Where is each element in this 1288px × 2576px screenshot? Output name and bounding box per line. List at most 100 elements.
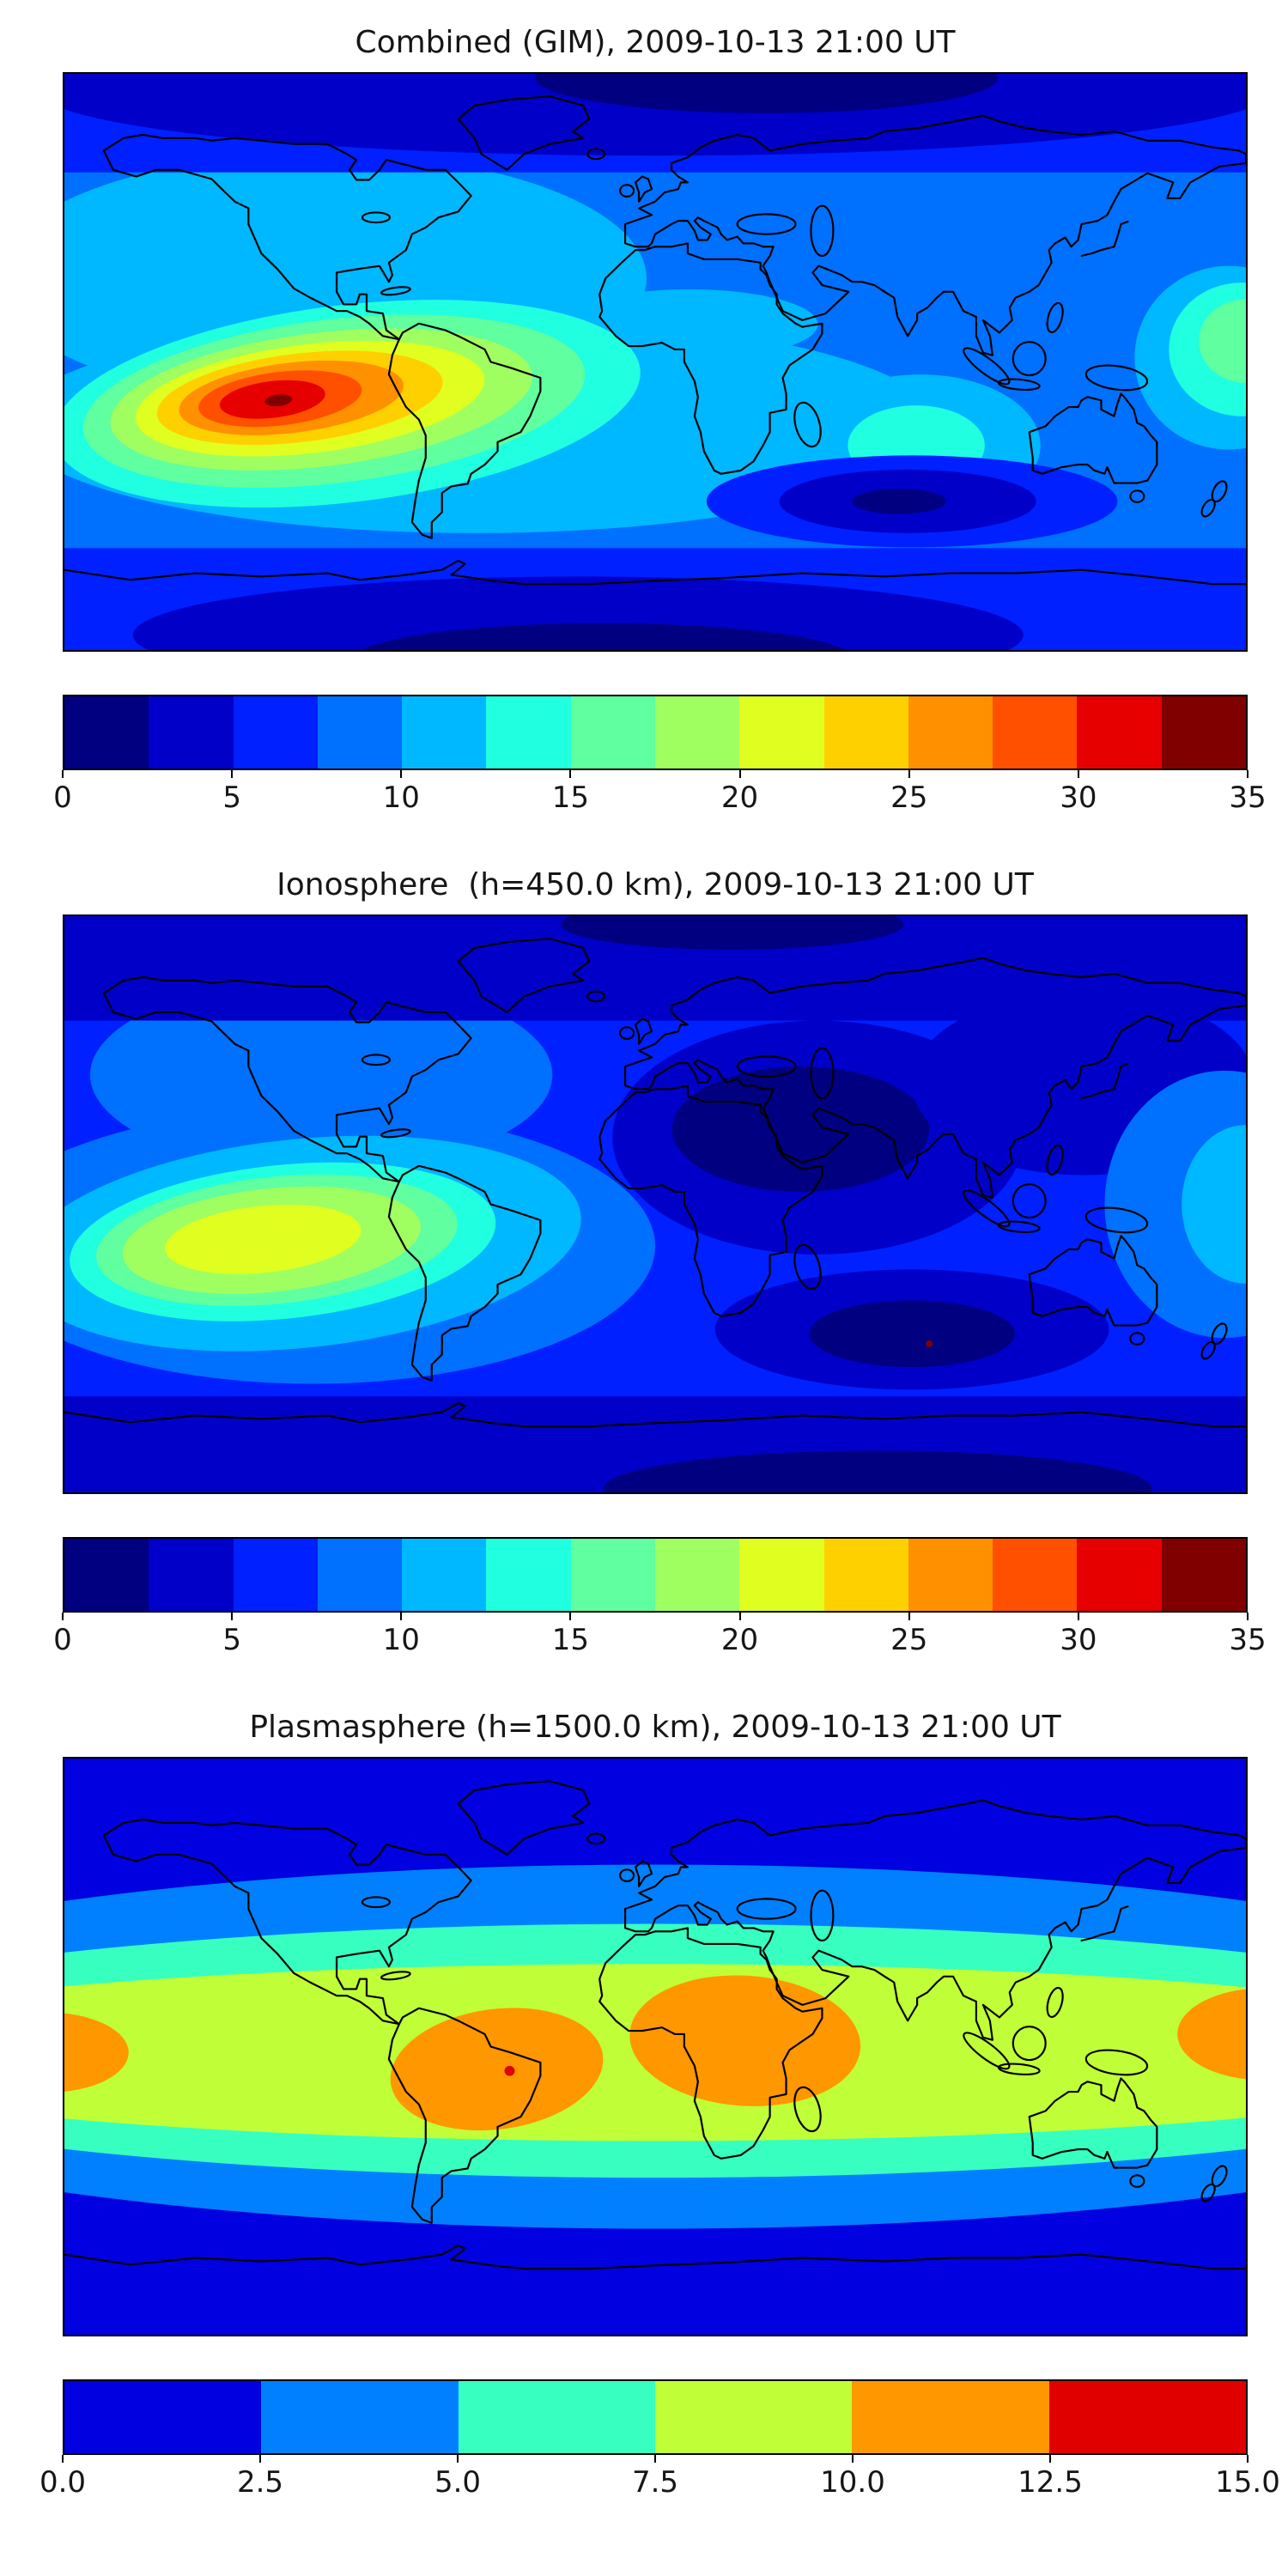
- panel-plasmasphere: Plasmasphere (h=1500.0 km), 2009-10-13 2…: [39, 1709, 1280, 2505]
- colorbar-tick-label: 2.5: [236, 2465, 284, 2500]
- colorbar-tick-label: 10: [382, 1623, 420, 1657]
- colorbar-tickmark: [1077, 1613, 1079, 1620]
- colorbar-segment: [64, 2381, 262, 2453]
- colorbar-segment: [1077, 1539, 1162, 1611]
- colorbar-tickmark: [908, 1613, 910, 1620]
- colorbar-tickmark: [231, 1613, 234, 1620]
- colorbar-tick-label: 25: [890, 1623, 928, 1657]
- colorbar-tickmark: [1247, 1613, 1249, 1620]
- map-svg-ionosphere: [64, 916, 1246, 1492]
- colorbar-segment: [1048, 2381, 1246, 2453]
- colorbar-ionosphere: [63, 1537, 1248, 1613]
- colorbar-segment: [654, 1539, 740, 1611]
- colorbar-segment: [149, 1539, 234, 1611]
- colorbar-tickmark: [1247, 2455, 1249, 2463]
- colorbar-tick-label: 10.0: [820, 2465, 885, 2500]
- colorbar-segment: [852, 2381, 1049, 2453]
- colorbar-tickmark: [1049, 2455, 1051, 2463]
- panel-title-combined: Combined (GIM), 2009-10-13 21:00 UT: [355, 25, 956, 60]
- colorbar-segment: [1161, 696, 1246, 769]
- colorbar-segment: [908, 1539, 993, 1611]
- colorbar-tickmark: [738, 770, 741, 778]
- colorbar-segment: [402, 1539, 487, 1611]
- map-svg-combined: [64, 74, 1246, 650]
- colorbar-segment: [64, 696, 149, 769]
- colorbar-tick-label: 0: [53, 781, 72, 815]
- colorbar-segment: [739, 1539, 824, 1611]
- colorbar-tickmark: [62, 770, 64, 778]
- colorbar-ticks-plasmasphere: 0.0 2.5 5.0 7.5 10.0 12.5 15.0: [39, 2455, 1280, 2505]
- colorbar-segment: [993, 696, 1078, 769]
- colorbar-tick-label: 15: [551, 781, 590, 815]
- colorbar-tickmark: [1077, 770, 1079, 778]
- colorbar-tickmark: [400, 770, 403, 778]
- colorbar-tick-label: 12.5: [1018, 2465, 1083, 2500]
- colorbar-segment: [458, 2381, 655, 2453]
- colorbar-segment: [64, 1539, 149, 1611]
- colorbar-segment: [654, 2381, 853, 2453]
- colorbar-tick-label: 7.5: [631, 2465, 679, 2500]
- panel-combined: Combined (GIM), 2009-10-13 21:00 UT: [53, 24, 1267, 820]
- colorbar-tickmark: [231, 770, 234, 778]
- colorbar-tick-label: 35: [1229, 781, 1267, 815]
- colorbar-tickmark: [62, 2455, 64, 2463]
- colorbar-combined: [63, 695, 1248, 770]
- colorbar-tickmark: [852, 2455, 854, 2463]
- colorbar-ticks-combined: 0 5 10 15 20 25 30 35: [53, 770, 1267, 820]
- colorbar-segment: [1077, 696, 1162, 769]
- colorbar-segment: [1161, 1539, 1246, 1611]
- colorbar-tick-label: 5: [222, 1623, 241, 1657]
- figure-page: Combined (GIM), 2009-10-13 21:00 UT: [39, 24, 1280, 2505]
- colorbar-segment: [317, 696, 403, 769]
- colorbar-tick-label: 10: [382, 781, 420, 815]
- colorbar-segment: [570, 1539, 655, 1611]
- colorbar-tickmark: [569, 1613, 572, 1620]
- colorbar-segment: [486, 696, 571, 769]
- map-ionosphere: [63, 914, 1248, 1494]
- colorbar-segment: [149, 696, 234, 769]
- colorbar-tick-label: 0: [53, 1623, 72, 1657]
- colorbar-tickmark: [1247, 770, 1249, 778]
- map-svg-plasmasphere: [64, 1759, 1246, 2335]
- colorbar-tick-label: 0.0: [39, 2465, 87, 2500]
- colorbar-tick-label: 20: [720, 1623, 759, 1657]
- colorbar-tickmark: [400, 1613, 403, 1620]
- colorbar-segment: [233, 696, 318, 769]
- colorbar-segment: [993, 1539, 1078, 1611]
- colorbar-tick-label: 30: [1060, 1623, 1097, 1657]
- colorbar-segment: [823, 1539, 908, 1611]
- contour-field-ionosphere: [64, 916, 1246, 1492]
- colorbar-tick-label: 15: [551, 1623, 590, 1657]
- map-combined: [63, 72, 1248, 652]
- colorbar-tick-label: 20: [720, 781, 759, 815]
- map-plasmasphere: [63, 1757, 1248, 2336]
- colorbar-segment: [739, 696, 824, 769]
- colorbar-segment: [233, 1539, 318, 1611]
- colorbar-tick-label: 5: [222, 781, 241, 815]
- colorbar-tick-label: 5.0: [434, 2465, 482, 2500]
- colorbar-tickmark: [569, 770, 572, 778]
- colorbar-tickmark: [908, 770, 910, 778]
- colorbar-tickmark: [259, 2455, 261, 2463]
- colorbar-tickmark: [62, 1613, 64, 1620]
- colorbar-plasmasphere: [63, 2379, 1248, 2455]
- colorbar-tick-label: 35: [1229, 1623, 1267, 1657]
- colorbar-segment: [486, 1539, 571, 1611]
- colorbar-segment: [570, 696, 655, 769]
- colorbar-tickmark: [654, 2455, 656, 2463]
- colorbar-segment: [402, 696, 487, 769]
- panel-title-plasmasphere: Plasmasphere (h=1500.0 km), 2009-10-13 2…: [249, 1710, 1061, 1745]
- colorbar-tick-label: 25: [890, 781, 928, 815]
- colorbar-segment: [654, 696, 740, 769]
- colorbar-tick-label: 30: [1060, 781, 1097, 815]
- colorbar-tickmark: [738, 1613, 741, 1620]
- panel-ionosphere: Ionosphere (h=450.0 km), 2009-10-13 21:0…: [53, 866, 1267, 1662]
- contour-field-combined: [64, 74, 1246, 650]
- colorbar-tickmark: [457, 2455, 459, 2463]
- colorbar-segment: [823, 696, 908, 769]
- colorbar-segment: [317, 1539, 403, 1611]
- contour-field-plasmasphere: [64, 1759, 1246, 2335]
- colorbar-ticks-ionosphere: 0 5 10 15 20 25 30 35: [53, 1613, 1267, 1662]
- colorbar-segment: [261, 2381, 459, 2453]
- panel-title-ionosphere: Ionosphere (h=450.0 km), 2009-10-13 21:0…: [276, 867, 1034, 902]
